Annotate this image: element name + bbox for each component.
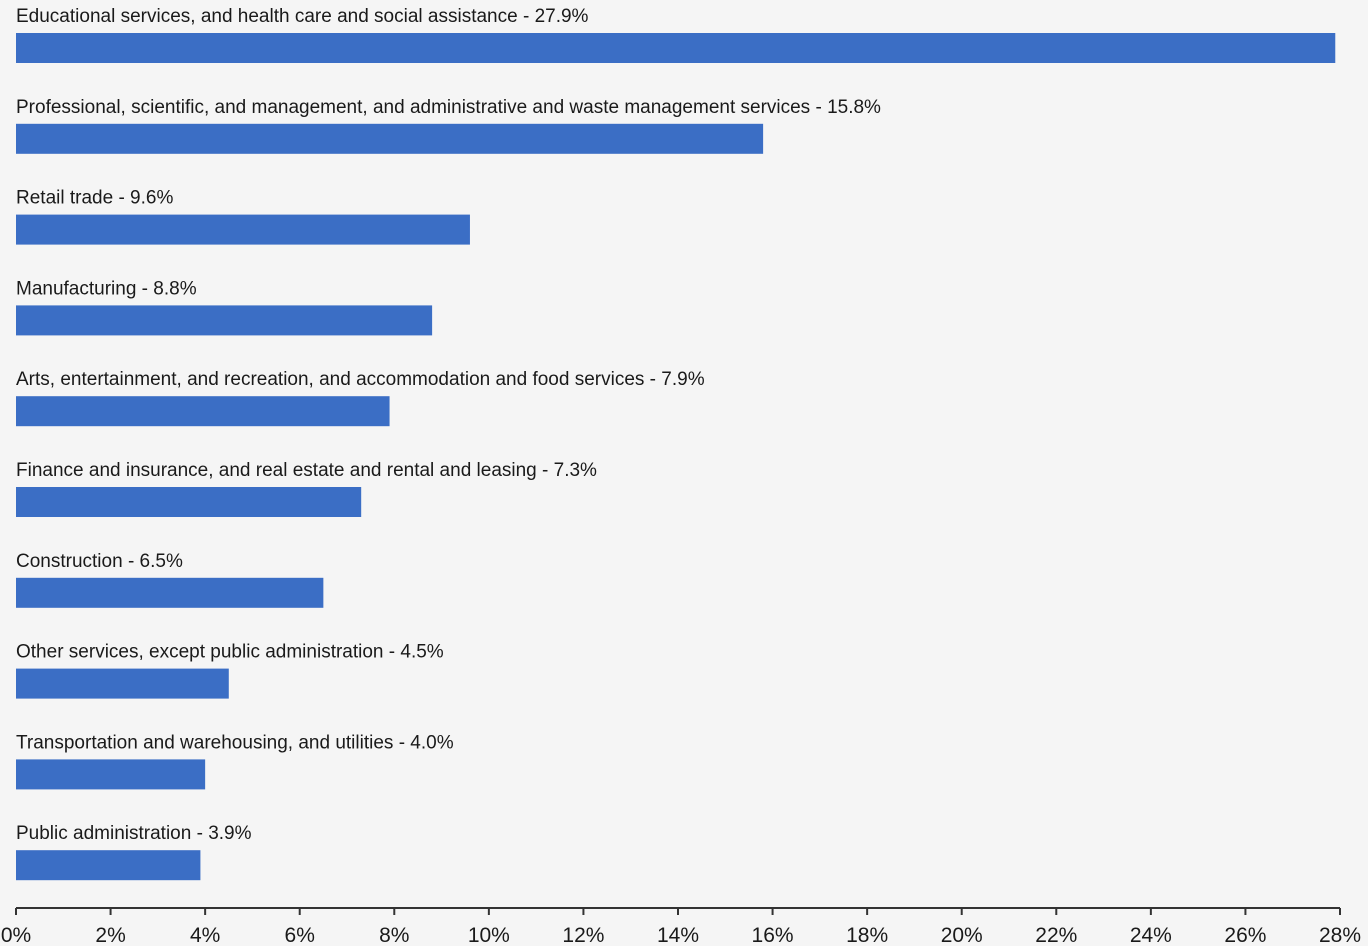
bar-row: Transportation and warehousing, and util… [16,732,454,790]
x-tick-label: 2% [95,924,125,946]
bar [16,759,206,790]
bar [16,850,201,881]
bar-label: Educational services, and health care an… [16,6,589,27]
bar-label: Manufacturing - 8.8% [16,278,197,299]
x-tick-label: 4% [190,924,220,946]
bar-row: Educational services, and health care an… [16,6,1336,63]
x-tick-label: 16% [752,924,794,946]
x-tick-label: 14% [657,924,699,946]
x-tick-label: 8% [379,924,409,946]
bar-label: Professional, scientific, and management… [16,97,881,118]
bar-row: Other services, except public administra… [16,642,444,699]
bar [16,396,390,427]
bar-label: Construction - 6.5% [16,551,183,572]
bar-label: Retail trade - 9.6% [16,188,173,209]
bar-row: Retail trade - 9.6% [16,188,470,245]
bars-group: Educational services, and health care an… [16,6,1336,881]
x-tick-label: 26% [1224,924,1266,946]
x-tick-label: 6% [285,924,315,946]
bar-label: Finance and insurance, and real estate a… [16,460,597,481]
bar-row: Public administration - 3.9% [16,823,252,881]
bar-label: Other services, except public administra… [16,642,444,663]
x-tick-label: 10% [468,924,510,946]
bar [16,487,362,517]
bar [16,305,433,336]
bar-label: Transportation and warehousing, and util… [16,732,454,753]
x-tick-label: 12% [562,924,604,946]
bar-row: Arts, entertainment, and recreation, and… [16,369,705,427]
bar-label: Arts, entertainment, and recreation, and… [16,369,705,390]
bar [16,33,1336,63]
x-tick-label: 18% [846,924,888,946]
bar-row: Professional, scientific, and management… [16,97,881,154]
x-tick-label: 22% [1035,924,1077,946]
bar-row: Finance and insurance, and real estate a… [16,460,597,517]
bar [16,214,470,245]
x-axis: 0% 2% 4% 6% 8% 10% 12% 14% 16% 18% 20% 22% 24% 26% 28% [1,907,1361,946]
x-tick-label: 24% [1130,924,1172,946]
x-tick-label: 0% [1,924,31,946]
bar-label: Public administration - 3.9% [16,823,252,844]
bar-row: Manufacturing - 8.8% [16,278,433,336]
bar [16,577,324,608]
bar-row: Construction - 6.5% [16,551,324,608]
x-tick-label: 28% [1319,924,1361,946]
x-tick-label: 20% [941,924,983,946]
bar [16,123,764,154]
bar [16,668,229,699]
